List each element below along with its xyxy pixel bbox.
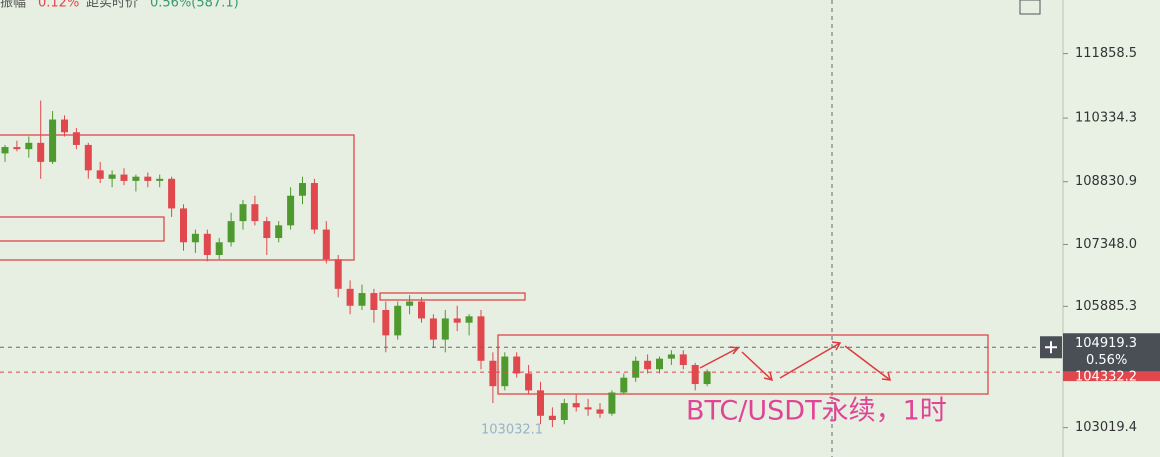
candle-body xyxy=(251,204,259,222)
candle-body xyxy=(477,316,485,361)
candle-body xyxy=(453,318,461,323)
candle-body xyxy=(382,309,390,336)
candle-body xyxy=(441,318,449,340)
candle-body xyxy=(168,178,176,209)
price-box xyxy=(1063,333,1160,372)
candle-body xyxy=(667,354,675,359)
candle-body xyxy=(61,119,68,133)
dist-label: 距实时价 xyxy=(86,0,138,11)
candle-body xyxy=(703,371,711,385)
candle-body xyxy=(287,195,295,226)
range-value: 0.12% xyxy=(38,0,79,11)
y-tick-label: 110334.3 xyxy=(1075,111,1137,126)
candle-body xyxy=(513,356,521,374)
candle-body xyxy=(310,183,318,230)
candle-body xyxy=(608,392,616,414)
candle-body xyxy=(465,316,473,323)
y-tick-label: 105885.3 xyxy=(1075,299,1137,314)
candle-body xyxy=(632,360,640,378)
candle-body xyxy=(13,147,21,150)
candle-body xyxy=(299,183,306,196)
candle-body xyxy=(525,373,533,391)
candle-body xyxy=(263,221,271,239)
candle-body xyxy=(191,233,199,243)
candle-body xyxy=(537,390,544,416)
candle-body xyxy=(25,142,33,150)
y-tick-label: 107348.0 xyxy=(1075,237,1137,252)
candle-body xyxy=(429,318,437,340)
mark-price-label: 104332.2 xyxy=(1075,370,1137,385)
candle-body xyxy=(84,144,92,171)
candle-body xyxy=(203,233,211,255)
candle-body xyxy=(370,293,378,310)
candle-body xyxy=(394,305,402,336)
candle-body xyxy=(501,356,509,387)
candle-body xyxy=(1,147,9,154)
y-tick-label: 108830.9 xyxy=(1075,174,1137,189)
candle-body xyxy=(227,221,235,243)
candle-body xyxy=(144,176,152,181)
y-tick-label: 103019.4 xyxy=(1075,420,1137,435)
annotation: BTC/USDT永续，1时 xyxy=(686,396,947,427)
candle-body xyxy=(72,132,80,145)
current-price-label: 104919.3 xyxy=(1075,336,1137,351)
candle-body xyxy=(679,354,687,365)
candle-body xyxy=(96,170,104,179)
price-axis-bg xyxy=(1063,0,1160,457)
candle-body xyxy=(275,225,283,239)
candle-body xyxy=(322,229,330,260)
low-label: 103032.1 xyxy=(481,423,543,438)
candle-body xyxy=(572,403,580,408)
candle-body xyxy=(346,288,354,306)
candle-body xyxy=(644,360,652,370)
candle-body xyxy=(358,293,366,306)
candle-body xyxy=(560,403,568,421)
candle-body xyxy=(691,364,699,385)
candle-body xyxy=(239,204,247,222)
zones xyxy=(0,134,989,395)
range-label: 振幅 xyxy=(0,0,26,11)
candle-body xyxy=(489,360,497,387)
candle-body xyxy=(584,407,592,410)
candle-body xyxy=(180,208,187,243)
candle-body xyxy=(596,409,604,414)
candle-body xyxy=(37,142,45,162)
add-icon xyxy=(1045,341,1057,354)
candle-body xyxy=(215,242,223,255)
candle-body xyxy=(620,377,628,393)
candle-body xyxy=(334,259,342,289)
candle-body xyxy=(656,358,663,370)
projection-arrows xyxy=(699,341,891,382)
candle-body xyxy=(418,301,425,319)
y-tick-label: 111858.5 xyxy=(1075,46,1137,61)
candle-body xyxy=(132,176,140,181)
candle-body xyxy=(108,174,116,179)
candle-body xyxy=(156,178,164,181)
expand-icon[interactable] xyxy=(1019,0,1041,15)
candle-body xyxy=(548,415,556,421)
candle-body xyxy=(120,174,128,181)
candle-body xyxy=(49,119,57,162)
change-label: 0.56% xyxy=(1086,353,1127,368)
candle-body xyxy=(406,301,414,306)
dist-value: 0.56%(587.1) xyxy=(150,0,239,11)
